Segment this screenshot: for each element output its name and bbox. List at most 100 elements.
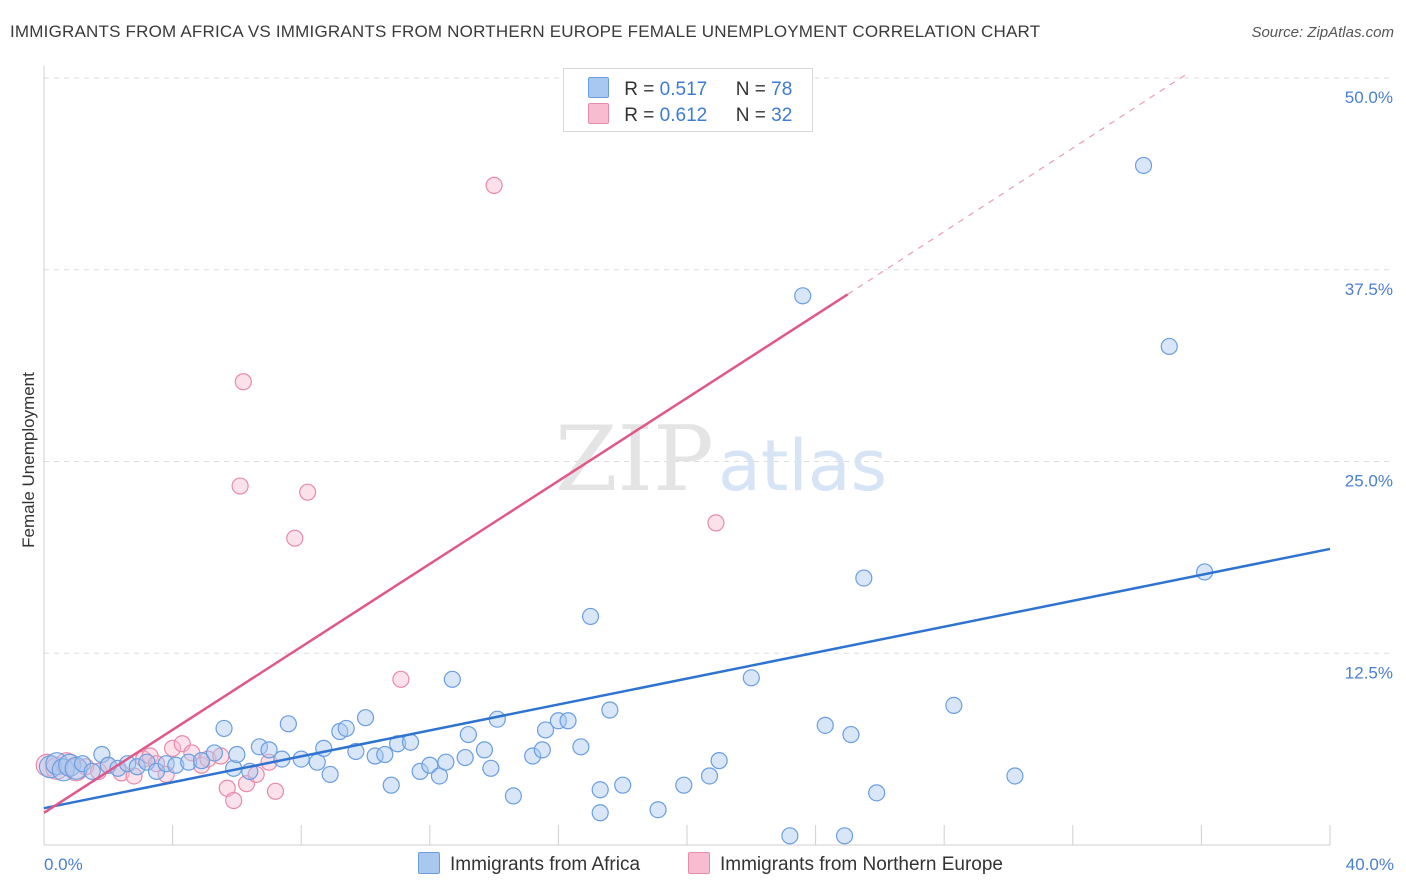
data-point-northern-europe: [392, 670, 410, 688]
data-point-africa: [1134, 156, 1153, 175]
data-point-africa: [437, 753, 455, 771]
y-tick-label: 12.5%: [1345, 663, 1393, 682]
data-point-africa: [649, 801, 667, 819]
legend-swatch-northern-europe: [588, 103, 609, 124]
data-point-africa: [51, 758, 75, 782]
y-tick-label: 50.0%: [1345, 88, 1393, 107]
legend-series: Immigrants from Africa Immigrants from N…: [0, 852, 1406, 878]
legend-item-northern-europe[interactable]: Immigrants from Northern Europe: [688, 852, 1003, 876]
data-point-africa: [215, 719, 233, 738]
watermark: ZIP atlas: [555, 407, 887, 512]
data-point-africa: [868, 784, 886, 802]
legend-n-value: 32: [771, 105, 793, 126]
data-point-africa: [205, 744, 223, 762]
data-point-africa: [337, 719, 355, 738]
data-point-northern-europe: [485, 176, 503, 194]
data-point-africa: [559, 712, 577, 730]
legend-swatch-africa: [588, 77, 609, 98]
x-tick-label-min: 0.0%: [44, 855, 83, 874]
axis-labels: 12.5% 25.0% 37.5% 50.0% 0.0% 40.0% Female Unem…: [19, 88, 1394, 874]
trend-line-extension: [847, 74, 1186, 295]
axes: [43, 66, 1331, 846]
data-point-africa: [601, 701, 619, 719]
data-point-africa: [260, 741, 278, 759]
chart-title: IMMIGRANTS FROM AFRICA VS IMMIGRANTS FRO…: [10, 22, 1041, 41]
legend-label-northern-europe: Immigrants from Northern Europe: [720, 854, 1003, 875]
data-point-africa: [228, 745, 246, 764]
data-point-northern-europe: [231, 477, 249, 495]
watermark-atlas: atlas: [718, 425, 887, 507]
data-point-africa: [192, 752, 211, 770]
legend-stats-row-africa: R = 0.517 N = 78: [588, 77, 793, 100]
data-point-africa: [250, 738, 269, 756]
legend-r-label: R =: [624, 79, 660, 100]
legend-r-value: 0.517: [659, 79, 708, 100]
data-point-africa: [321, 765, 339, 784]
data-point-africa: [83, 762, 101, 780]
legend-item-africa[interactable]: Immigrants from Africa: [418, 852, 640, 876]
data-point-northern-europe: [225, 791, 243, 810]
data-point-africa: [591, 804, 609, 822]
legend-swatch-northern-europe: [688, 852, 710, 874]
trend-line-northern-europe: [43, 293, 849, 814]
data-point-africa: [504, 787, 522, 805]
data-point-africa: [347, 742, 365, 761]
data-point-africa: [533, 741, 551, 759]
data-point-africa: [180, 753, 198, 771]
data-point-africa: [109, 759, 127, 777]
data-point-northern-europe: [199, 750, 217, 768]
legend-stats: R = 0.517 N = 78 R = 0.612 N = 32: [563, 68, 813, 132]
y-tick-label: 25.0%: [1345, 472, 1393, 491]
data-point-northern-europe: [266, 782, 285, 800]
data-point-africa: [524, 747, 542, 765]
legend-n-label: N =: [735, 105, 772, 126]
data-point-africa: [675, 776, 693, 794]
data-point-northern-europe: [234, 373, 252, 391]
legend-r-value: 0.612: [659, 105, 708, 126]
data-point-northern-europe: [164, 739, 182, 757]
data-point-africa: [292, 750, 310, 768]
data-point-africa: [710, 752, 728, 770]
trend-line-africa: [43, 547, 1331, 810]
data-point-africa: [459, 725, 477, 744]
data-point-northern-europe: [112, 764, 130, 782]
data-point-africa: [536, 721, 555, 739]
data-point-africa: [167, 756, 185, 774]
data-point-africa: [488, 710, 506, 728]
legend-r-label: R =: [624, 105, 660, 126]
data-point-northern-europe: [707, 514, 725, 532]
data-point-africa: [816, 716, 834, 734]
data-point-africa: [456, 748, 474, 767]
data-point-africa: [376, 745, 394, 764]
data-point-africa: [700, 767, 719, 785]
data-point-africa: [421, 756, 439, 774]
data-point-africa: [614, 776, 632, 794]
data-point-africa: [794, 287, 812, 305]
data-point-africa: [443, 670, 461, 688]
data-point-africa: [549, 712, 568, 730]
data-point-africa: [482, 759, 500, 777]
data-point-africa: [581, 607, 600, 626]
y-axis-label: Female Unemployment: [19, 372, 38, 548]
x-tick-label-max: 40.0%: [1346, 855, 1394, 874]
data-point-africa: [93, 745, 111, 764]
data-points: [35, 156, 1214, 845]
data-point-africa: [356, 709, 375, 727]
grid-lines: [44, 77, 1392, 654]
data-point-northern-europe: [299, 483, 317, 501]
data-point-africa: [411, 762, 429, 780]
data-point-africa: [382, 776, 400, 794]
legend-n-label: N =: [735, 79, 772, 100]
legend-n-value: 78: [771, 79, 793, 100]
data-point-africa: [842, 725, 860, 744]
watermark-zip: ZIP: [555, 407, 714, 512]
legend-swatch-africa: [418, 852, 440, 874]
data-point-africa: [1006, 767, 1024, 785]
trend-lines: [43, 74, 1331, 814]
data-point-africa: [475, 741, 494, 759]
source-label: Source: ZipAtlas.com: [1251, 24, 1394, 41]
data-point-africa: [279, 715, 297, 733]
data-point-africa: [781, 827, 799, 845]
data-point-africa: [128, 758, 146, 776]
data-point-africa: [45, 752, 69, 776]
